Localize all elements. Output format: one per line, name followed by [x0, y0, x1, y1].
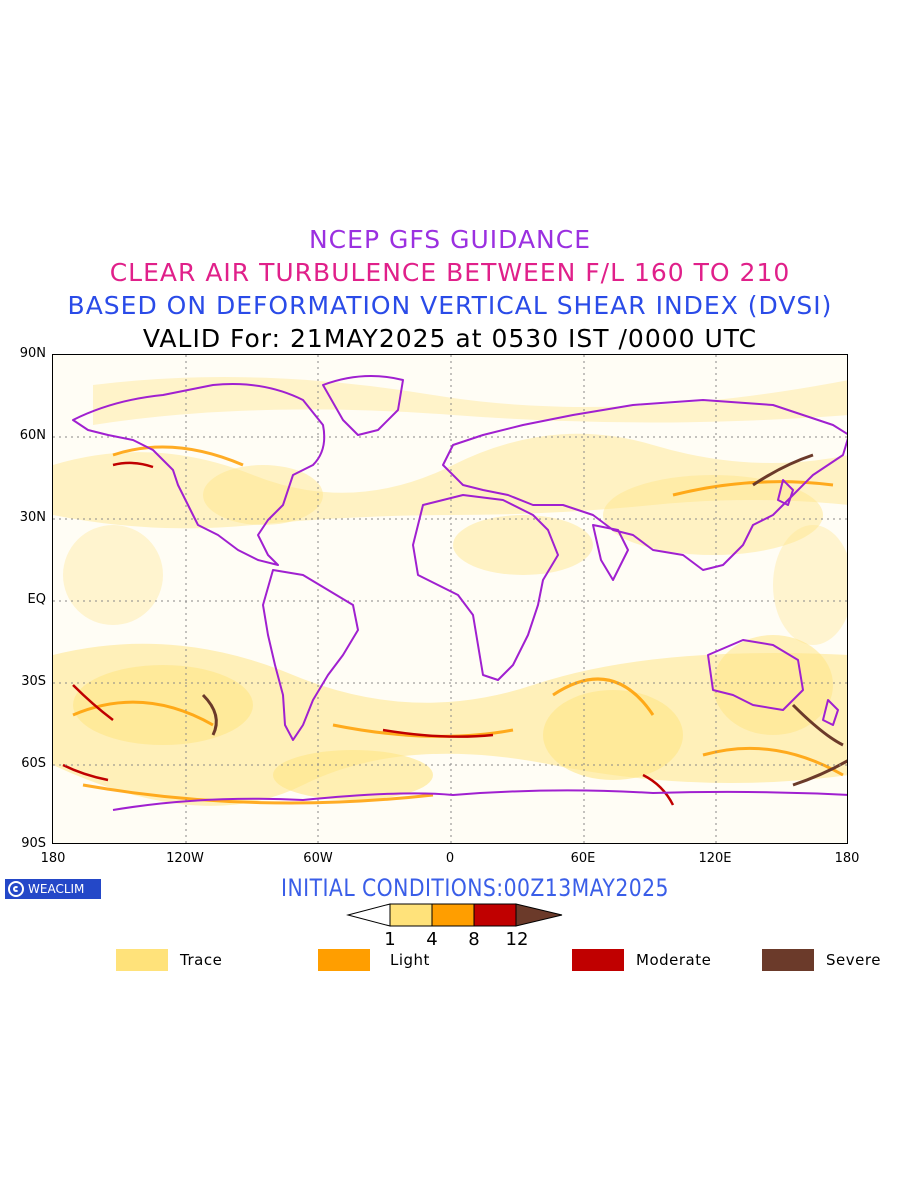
y-axis-label-eq: EQ	[27, 592, 46, 607]
australia-outline	[707, 639, 804, 711]
weaclim-logo: WEACLIM	[5, 879, 101, 899]
north-america-outline	[72, 383, 326, 566]
legend-swatch-light	[318, 949, 370, 971]
x-axis-label-120w: 120W	[166, 851, 204, 866]
south-america-outline	[262, 569, 359, 741]
colorbar-moderate	[473, 903, 517, 927]
x-axis-label-60e: 60E	[570, 851, 596, 866]
severe-turbulence-streaks	[201, 453, 847, 787]
y-axis-label-30s: 30S	[21, 674, 46, 689]
light-turbulence-bands	[72, 445, 844, 805]
eurasia-outline	[442, 399, 847, 571]
x-axis-label-120e: 120E	[698, 851, 732, 866]
colorbar-light	[431, 903, 475, 927]
greenland-outline	[322, 375, 404, 436]
colorbar-tick-1: 1	[384, 929, 396, 950]
initial-conditions-label: INITIAL CONDITIONS:00Z13MAY2025	[281, 874, 669, 902]
turbulence-map-graphic	[53, 355, 847, 843]
legend-swatch-severe	[762, 949, 814, 971]
y-axis-label-60n: 60N	[19, 428, 46, 443]
legend-label-light: Light	[390, 951, 430, 969]
coastlines	[72, 375, 847, 811]
colorbar-severe	[515, 903, 563, 927]
weaclim-logo-text: WEACLIM	[28, 882, 85, 896]
colorbar-tick-12: 12	[505, 929, 529, 950]
weaclim-logo-icon	[8, 881, 24, 897]
colorbar-tick-8: 8	[468, 929, 480, 950]
legend-label-moderate: Moderate	[636, 951, 712, 969]
colorbar	[346, 903, 563, 927]
valid-time-title: VALID For: 21MAY2025 at 0530 IST /0000 U…	[142, 324, 758, 353]
x-axis-label-0: 0	[445, 851, 455, 866]
y-axis-label-90n: 90N	[19, 346, 46, 361]
y-axis-label-90s: 90S	[21, 836, 46, 851]
new-zealand-outline	[822, 699, 839, 726]
india-outline	[592, 524, 629, 581]
legend-swatch-moderate	[572, 949, 624, 971]
x-axis-label-180w: 180	[40, 851, 66, 866]
antarctica-outline	[112, 789, 847, 811]
moderate-turbulence-streaks	[62, 461, 675, 806]
y-axis-label-30n: 30N	[19, 510, 46, 525]
africa-outline	[412, 494, 559, 681]
x-axis-label-60w: 60W	[303, 851, 333, 866]
legend-label-trace: Trace	[180, 951, 223, 969]
legend-label-severe: Severe	[826, 951, 881, 969]
legend-swatch-trace	[116, 949, 168, 971]
title-line-3: BASED ON DEFORMATION VERTICAL SHEAR INDE…	[67, 291, 833, 320]
colorbar-trace	[389, 903, 433, 927]
turbulence-map	[52, 354, 848, 844]
title-line-1: NCEP GFS GUIDANCE	[308, 225, 591, 254]
colorbar-tick-4: 4	[426, 929, 438, 950]
y-axis-label-60s: 60S	[21, 756, 46, 771]
title-line-2: CLEAR AIR TURBULENCE BETWEEN F/L 160 TO …	[109, 258, 791, 287]
japan-outline	[777, 479, 794, 506]
x-axis-label-180e: 180	[834, 851, 860, 866]
colorbar-under	[346, 903, 391, 927]
map-graticule	[53, 355, 847, 843]
